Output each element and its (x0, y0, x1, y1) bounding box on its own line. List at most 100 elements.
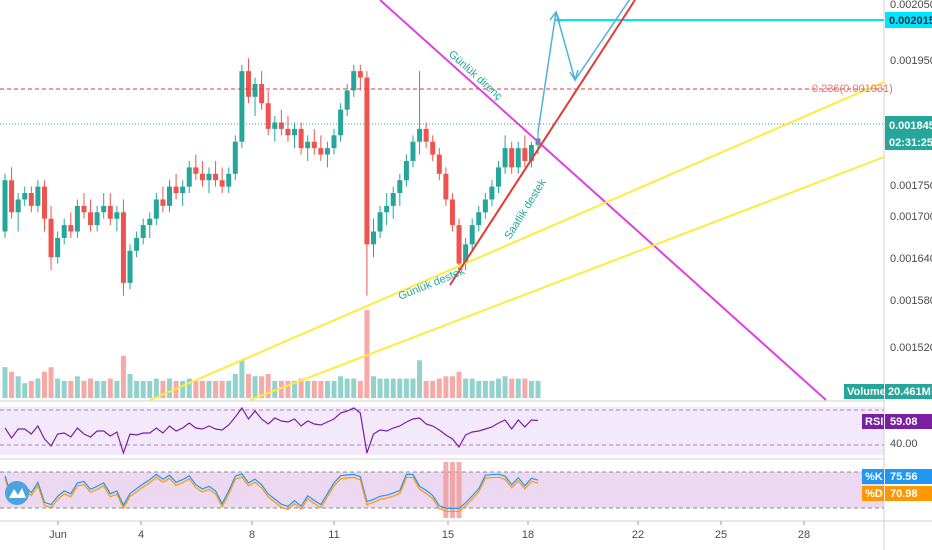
candle-body (318, 148, 324, 155)
volume-bar (61, 380, 67, 398)
stoch-band (0, 472, 884, 508)
volume-bar (120, 355, 126, 398)
volume-bar (351, 378, 357, 398)
candle-body (423, 128, 429, 142)
support-line-upper[interactable] (149, 81, 885, 401)
d-value: 70.98 (890, 488, 918, 500)
price-tick-label: 0.001700 (890, 211, 932, 223)
volume-bar (324, 380, 330, 398)
candle-body (61, 225, 67, 238)
candle-body (68, 225, 74, 232)
d-label: %D (865, 488, 883, 500)
candle-body (403, 160, 409, 181)
volume-bar (397, 378, 403, 398)
candle-body (370, 231, 376, 245)
volume-bar (417, 360, 423, 398)
candle-body (199, 173, 205, 181)
candle-body (153, 199, 159, 219)
candle-body (364, 77, 370, 245)
candle-body (140, 225, 146, 238)
candle-body (28, 193, 34, 206)
k-label: %K (865, 471, 883, 483)
candle-body (351, 71, 357, 91)
volume-bar (186, 378, 192, 398)
candle-body (482, 199, 488, 213)
candle-body (338, 109, 344, 136)
volume-bar (232, 374, 238, 398)
candle-body (496, 167, 502, 187)
last-price-value: 0.001845 (889, 120, 932, 132)
candle-body (528, 144, 534, 161)
candle-body (193, 167, 199, 174)
candle-body (245, 71, 251, 97)
stoch-k-line (4, 473, 539, 510)
volume-bar (74, 376, 80, 398)
candle-body (186, 167, 192, 187)
candle-body (410, 141, 416, 161)
volume-bar (456, 371, 462, 398)
stoch-d-line (4, 476, 539, 513)
volume-bar (338, 376, 344, 398)
volume-bar (423, 380, 429, 398)
candle-body (456, 225, 462, 264)
candle-body (259, 83, 265, 104)
candle-body (74, 205, 80, 232)
d-value-tag (885, 486, 932, 501)
volume-bar (114, 380, 120, 398)
candle-body (390, 193, 396, 206)
volume-bar (55, 378, 61, 398)
hourly-support-line[interactable] (449, 0, 636, 286)
candle-body (449, 199, 455, 226)
candle-body (48, 218, 54, 258)
k-value-tag (885, 469, 932, 484)
logo-icon[interactable] (5, 481, 29, 505)
time-tick-label: Jun (49, 529, 67, 541)
candle-body (239, 71, 245, 142)
volume-bar (515, 378, 521, 398)
candle-body (180, 186, 186, 194)
time-tick-label: 22 (632, 529, 644, 541)
candle-body (357, 71, 363, 78)
candles (2, 58, 541, 296)
volume-bar (502, 376, 508, 398)
d-label-tag (862, 486, 884, 501)
price-tick-label: 0.001580 (890, 295, 932, 307)
time-axis[interactable]: Jun 4 8 11 15 18 22 25 28 (49, 521, 810, 541)
candle-body (55, 237, 61, 258)
candle-body (127, 250, 133, 283)
rsi-value: 59.08 (890, 416, 918, 428)
volume-bar (298, 378, 304, 398)
volume-bar (403, 378, 409, 398)
volume-bar (449, 376, 455, 398)
candle-body (436, 154, 442, 174)
volume-bar (509, 378, 515, 398)
countdown-value: 02:31:25 (889, 137, 932, 149)
projection-arrow-1 (549, 10, 561, 23)
candle-body (167, 186, 173, 206)
volume-bar (384, 378, 390, 398)
volume-bar (305, 380, 311, 398)
support-line-lower[interactable] (249, 156, 885, 401)
daily-resistance-line[interactable] (379, 0, 827, 401)
rsi-label-tag (862, 414, 884, 429)
volume-bar (377, 378, 383, 398)
price-axis[interactable]: 0.002050 0.001950 0.001750 0.001700 0.001640… (890, 0, 932, 354)
candle-body (2, 180, 8, 232)
candle-body (489, 186, 495, 200)
rsi-label: RSI (865, 416, 883, 428)
candle-body (417, 128, 423, 142)
time-tick-label: 4 (138, 529, 144, 541)
volume-bar (285, 380, 291, 398)
volume-bar (160, 380, 166, 398)
volume-bar (331, 380, 337, 398)
candle-body (324, 148, 330, 155)
candle-body (15, 199, 21, 213)
volume-label-tag (844, 384, 884, 399)
volume-bar (41, 371, 47, 398)
candle-body (101, 205, 107, 213)
price-tick-label: 0.001640 (890, 253, 932, 265)
rsi-value-tag (885, 414, 932, 429)
volume-value-tag (885, 384, 932, 399)
